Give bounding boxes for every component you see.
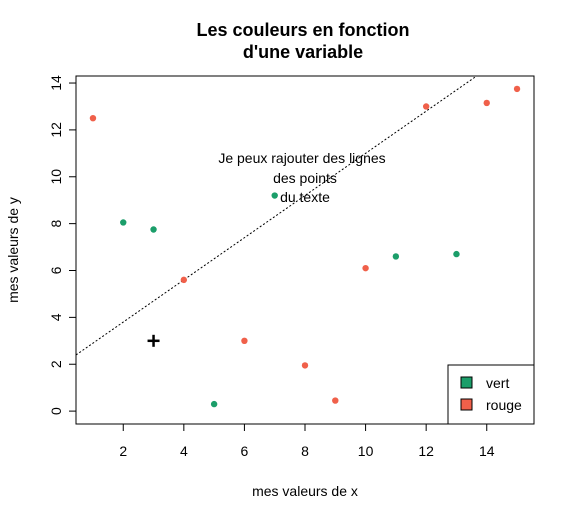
point-vert-3 (271, 192, 278, 199)
x-tick-label-14: 14 (479, 443, 495, 459)
y-tick-label-0: 0 (48, 407, 64, 415)
annotation-line-3: du texte (280, 189, 330, 205)
chart-title-line-1: Les couleurs en fonction (196, 20, 409, 40)
legend-swatch-rouge (460, 398, 473, 411)
point-rouge-1 (180, 276, 188, 284)
x-axis: 2 4 6 8 10 12 14 (119, 424, 495, 459)
point-rouge-3 (301, 362, 309, 369)
y-axis: 0 2 4 6 8 10 12 14 (48, 75, 76, 415)
x-axis-label: mes valeurs de x (252, 483, 358, 499)
reference-line-group (75, 75, 477, 356)
y-tick-label-14: 14 (48, 75, 64, 91)
point-vert-5 (453, 250, 460, 258)
point-vert-2 (210, 400, 218, 408)
y-tick-label-8: 8 (48, 220, 64, 228)
y-tick-label-12: 12 (48, 122, 64, 138)
y-axis-label: mes valeurs de y (5, 197, 21, 303)
annotation-line-2: des points (273, 170, 337, 186)
y-tick-label-6: 6 (48, 266, 64, 274)
point-rouge-5 (362, 264, 369, 272)
points-group (89, 85, 521, 408)
legend-label-rouge: rouge (486, 397, 522, 413)
x-tick-label-12: 12 (418, 443, 434, 459)
point-rouge-0 (89, 114, 97, 122)
cross-marker-group (147, 334, 160, 347)
x-tick-label-4: 4 (180, 443, 188, 459)
y-tick-label-2: 2 (48, 360, 64, 368)
x-tick-label-10: 10 (358, 443, 374, 459)
legend: vert rouge (447, 364, 535, 425)
chart-title-line-2: d'une variable (243, 42, 363, 62)
point-vert-1 (150, 226, 157, 233)
point-vert-0 (120, 219, 127, 226)
point-rouge-8 (513, 85, 521, 93)
point-rouge-2 (241, 337, 248, 345)
y-tick-label-10: 10 (48, 169, 64, 185)
annotation-line-1: Je peux rajouter des lignes (218, 150, 385, 166)
y-tick-label-4: 4 (48, 313, 64, 321)
point-vert-4 (392, 253, 400, 260)
legend-swatch-vert (460, 376, 473, 389)
point-rouge-7 (483, 99, 490, 107)
x-tick-label-6: 6 (241, 443, 249, 459)
dotted-reference-line (75, 75, 477, 356)
x-tick-label-2: 2 (119, 443, 127, 459)
x-tick-label-8: 8 (301, 443, 309, 459)
legend-label-vert: vert (486, 375, 509, 391)
point-rouge-6 (422, 103, 430, 110)
legend-box (447, 364, 535, 425)
point-rouge-4 (332, 397, 339, 404)
